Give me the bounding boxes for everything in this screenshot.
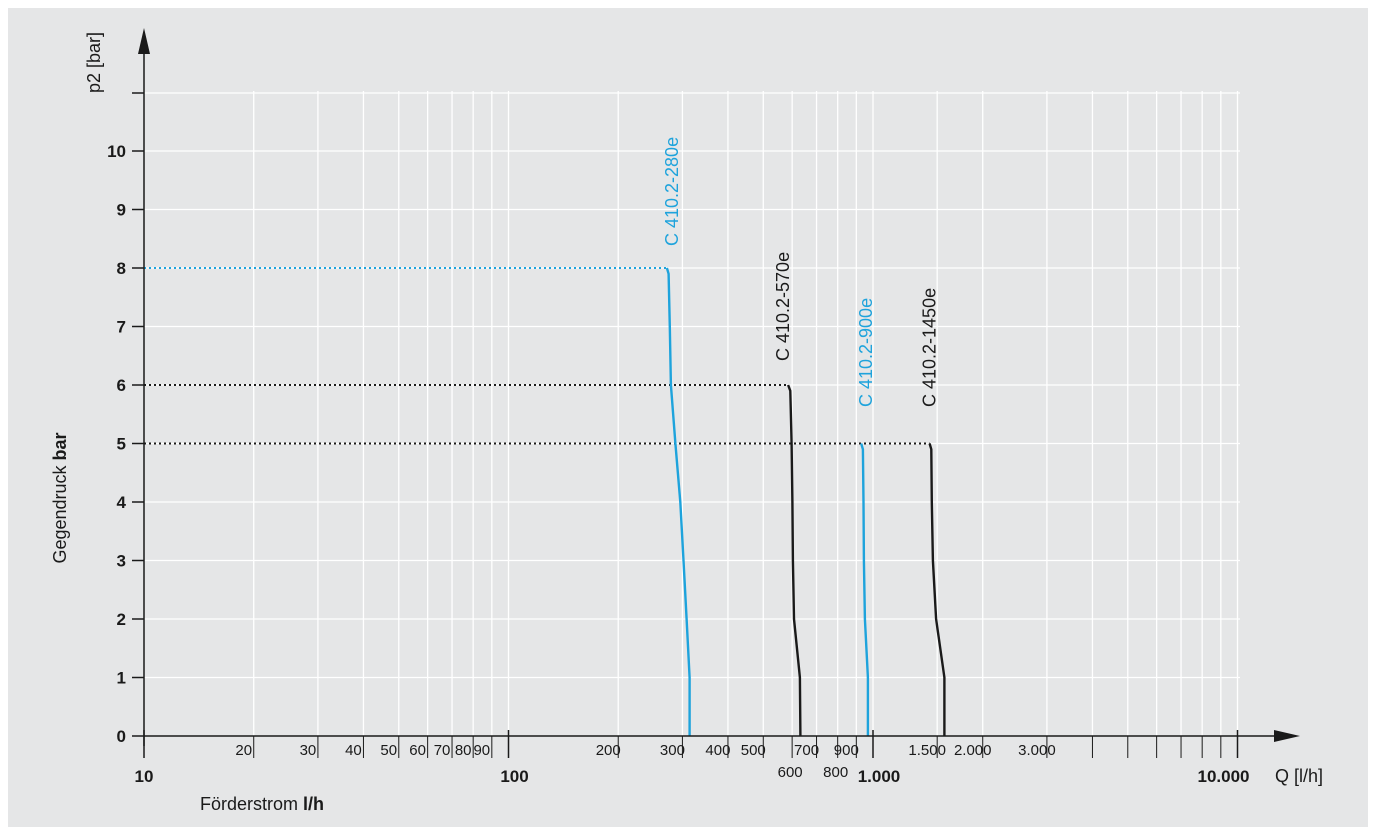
chart-panel: 0 1 2 3 4 5 6 7 8 9 10 20 30 40 50 60 70 80 90 200 300 400 500…: [8, 8, 1368, 827]
x-tick-label: 30: [300, 742, 317, 759]
series-curve: [928, 443, 946, 736]
y-tick-label: 5: [117, 435, 126, 454]
x-major-tick-label: 1.000: [858, 767, 901, 786]
y-tick-label: 2: [117, 610, 126, 629]
x-tick-label: 2.000: [954, 742, 992, 759]
axis-titles: p2 [bar] Gegendruck bar Q [l/h] Förderstrom…: [50, 32, 1323, 814]
x-tick-label: 1.500: [908, 742, 946, 759]
x-axis-label: Förderstrom l/h: [200, 794, 324, 814]
x-tick-label: 700: [794, 742, 819, 759]
x-tick-label: 50: [380, 742, 397, 759]
x-tick-label: 600: [778, 764, 803, 781]
x-tick-label: 60: [409, 742, 426, 759]
tick-labels: 0 1 2 3 4 5 6 7 8 9 10 20 30 40 50 60 70 80 90 200 300 400 500…: [107, 142, 1249, 786]
x-tick-label: 400: [705, 742, 730, 759]
series-curve: [665, 267, 691, 736]
y-tick-label: 0: [117, 727, 126, 746]
x-axis-arrow: [1274, 730, 1300, 742]
x-tick-label: 70: [434, 742, 451, 759]
series-label: C 410.2-900e: [856, 298, 876, 407]
x-major-tick-label: 10: [135, 767, 154, 786]
axes: [132, 28, 1300, 758]
x-tick-label: 80: [455, 742, 472, 759]
series-label: C 410.2-570e: [773, 252, 793, 361]
series-curve: [860, 443, 870, 736]
series-label: C 410.2-280e: [662, 137, 682, 246]
x-tick-label: 3.000: [1018, 742, 1056, 759]
x-tick-label: 20: [235, 742, 252, 759]
y-axis-title: p2 [bar]: [84, 32, 104, 93]
y-tick-label: 4: [117, 493, 127, 512]
y-tick-label: 8: [117, 259, 126, 278]
series-labels: C 410.2-280e C 410.2-570e C 410.2-900e C 41…: [662, 137, 940, 407]
y-tick-label: 9: [117, 201, 126, 220]
x-tick-label: 500: [741, 742, 766, 759]
y-tick-label: 3: [117, 552, 126, 571]
series-label: C 410.2-1450e: [920, 288, 940, 407]
x-tick-label: 200: [596, 742, 621, 759]
x-axis-title: Q [l/h]: [1275, 766, 1323, 786]
y-tick-label: 6: [117, 376, 126, 395]
y-tick-label: 7: [117, 318, 126, 337]
y-axis-arrow: [138, 28, 150, 54]
x-tick-label: 90: [473, 742, 490, 759]
pressure-leader-lines: [144, 267, 930, 445]
x-major-tick-label: 100: [500, 767, 528, 786]
x-major-tick-label: 10.000: [1198, 767, 1250, 786]
y-tick-label: 1: [117, 669, 126, 688]
x-tick-label: 900: [834, 742, 859, 759]
grid-lines: [144, 91, 1240, 736]
series-curve: [786, 384, 802, 737]
x-tick-label: 800: [823, 764, 848, 781]
y-axis-label: Gegendruck bar: [50, 432, 70, 563]
pump-performance-chart: 0 1 2 3 4 5 6 7 8 9 10 20 30 40 50 60 70 80 90 200 300 400 500…: [50, 28, 1323, 814]
y-tick-label: 10: [107, 142, 126, 161]
series-curves: [665, 267, 946, 737]
x-tick-label: 40: [345, 742, 362, 759]
x-tick-label: 300: [660, 742, 685, 759]
